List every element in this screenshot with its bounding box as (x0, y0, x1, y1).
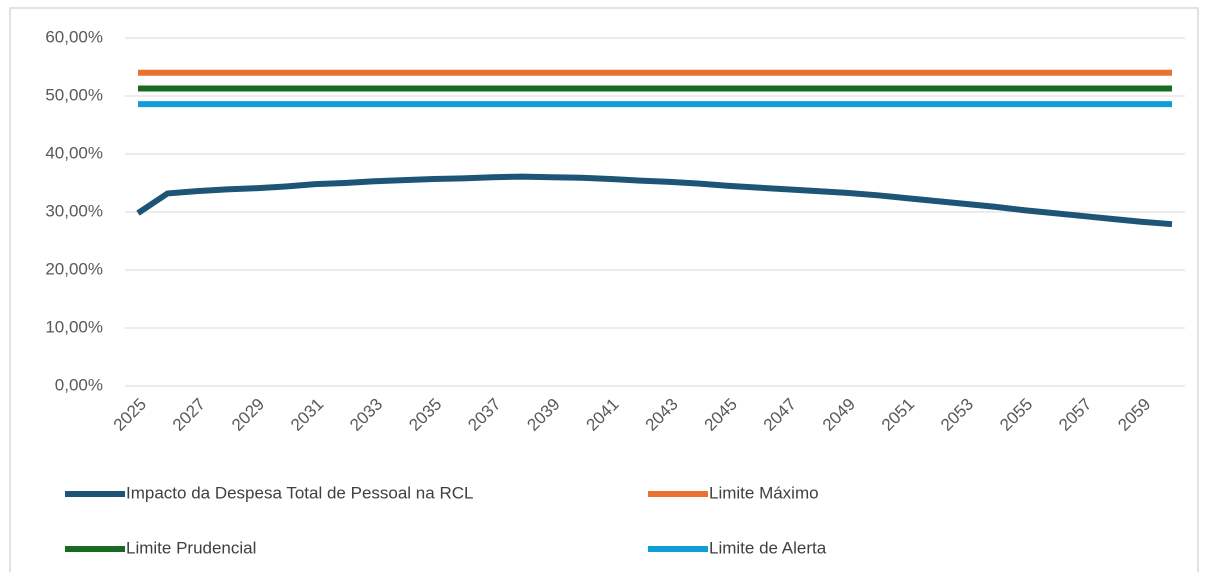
y-tick-label: 30,00% (45, 201, 103, 220)
y-tick-label: 40,00% (45, 143, 103, 162)
x-tick-label: 2051 (878, 395, 918, 435)
x-tick-label: 2045 (701, 395, 741, 435)
x-tick-label: 2025 (110, 395, 150, 435)
chart-frame (9, 7, 1199, 572)
x-tick-label: 2059 (1114, 395, 1154, 435)
x-tick-label: 2033 (346, 395, 386, 435)
x-tick-label: 2035 (405, 395, 445, 435)
x-tick-label: 2049 (819, 395, 859, 435)
x-tick-label: 2039 (523, 395, 563, 435)
legend-label: Impacto da Despesa Total de Pessoal na R… (126, 483, 473, 502)
series-line (136, 173, 1173, 228)
x-tick-label: 2055 (996, 395, 1036, 435)
legend: Impacto da Despesa Total de Pessoal na R… (65, 483, 827, 557)
x-tick-label: 2041 (583, 395, 623, 435)
x-tick-label: 2037 (464, 395, 504, 435)
x-tick-label: 2057 (1055, 395, 1095, 435)
x-tick-label: 2031 (287, 395, 327, 435)
x-tick-label: 2029 (228, 395, 268, 435)
y-tick-label: 60,00% (45, 27, 103, 46)
legend-label: Limite Prudencial (126, 538, 256, 557)
x-tick-label: 2047 (760, 395, 800, 435)
y-tick-label: 50,00% (45, 85, 103, 104)
y-tick-label: 10,00% (45, 317, 103, 336)
x-tick-label: 2027 (169, 395, 209, 435)
y-tick-label: 20,00% (45, 259, 103, 278)
legend-label: Limite de Alerta (709, 538, 827, 557)
x-tick-label: 2043 (642, 395, 682, 435)
y-tick-label: 0,00% (55, 375, 103, 394)
legend-label: Limite Máximo (709, 483, 819, 502)
x-tick-label: 2053 (937, 395, 977, 435)
